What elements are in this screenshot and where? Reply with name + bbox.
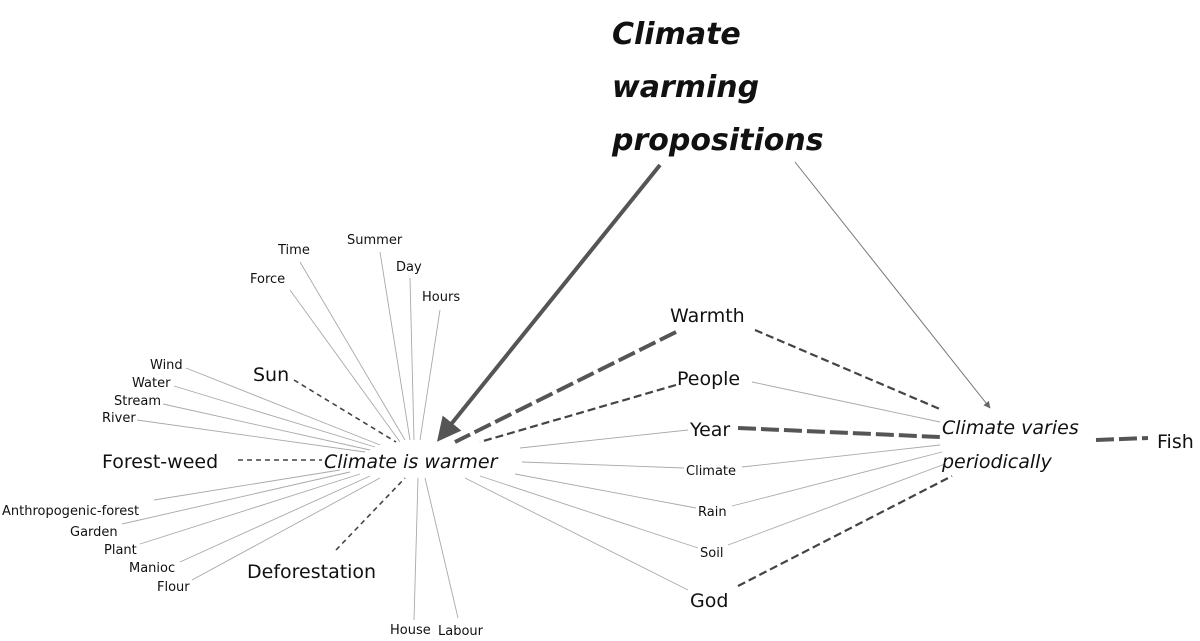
edge-year-varies	[737, 426, 941, 439]
node-god: God	[690, 590, 728, 612]
node-wind: Wind	[150, 358, 183, 373]
node-river: River	[102, 411, 136, 426]
node-anthropogenic-forest: Anthropogenic-forest	[2, 504, 139, 519]
edge-rain-warmer	[514, 473, 697, 509]
title-line-3: propositions	[611, 123, 824, 158]
edge-house-warmer	[413, 477, 419, 621]
node-climate: Climate	[686, 464, 736, 479]
edge-warmth-varies	[754, 328, 943, 412]
edge-climate-varies	[741, 444, 941, 468]
edge-anthropogenic-warmer	[153, 469, 341, 501]
edge-time-warmer	[299, 261, 406, 441]
node-rain: Rain	[698, 505, 727, 520]
title-arrows	[436, 161, 991, 442]
hub-climate-is-warmer: Climate is warmer	[324, 451, 499, 473]
edge-people-warmer	[479, 383, 677, 444]
node-water: Water	[132, 376, 171, 391]
edge-sun-warmer	[293, 379, 397, 443]
edge-year-warmer	[519, 429, 689, 449]
title-line-2: warming	[612, 70, 759, 105]
node-plant: Plant	[104, 543, 137, 558]
edge-soil-varies	[727, 463, 946, 546]
node-warmth: Warmth	[670, 305, 745, 327]
edge-god-warmer	[464, 477, 689, 591]
edges-middle	[454, 328, 1149, 591]
node-day: Day	[396, 260, 422, 275]
node-house: House	[390, 623, 431, 638]
edge-soil-warmer	[479, 475, 699, 549]
edge-garden-warmer	[121, 471, 351, 525]
node-sun: Sun	[253, 364, 289, 386]
edge-plant-warmer	[139, 473, 361, 545]
hub-climate-varies-line2: periodically	[941, 451, 1052, 473]
edge-summer-warmer	[379, 251, 411, 441]
node-forest-weed: Forest-weed	[102, 451, 218, 473]
edge-day-warmer	[409, 277, 415, 441]
node-garden: Garden	[70, 525, 118, 540]
edge-force-warmer	[289, 289, 401, 443]
edge-deforestation-warmer	[335, 477, 406, 551]
edge-climate-warmer	[521, 461, 685, 469]
node-labour: Labour	[438, 624, 484, 639]
node-hours: Hours	[422, 290, 460, 305]
edge-warmth-warmer	[454, 330, 677, 444]
node-summer: Summer	[347, 233, 403, 248]
arrow-title-to-warmer	[436, 163, 662, 442]
edge-people-varies	[751, 381, 941, 423]
edge-hours-warmer	[419, 309, 441, 441]
node-manioc: Manioc	[129, 561, 175, 576]
edge-stream-warmer	[162, 403, 371, 451]
node-deforestation: Deforestation	[247, 561, 376, 583]
edge-river-warmer	[136, 419, 366, 453]
node-flour: Flour	[157, 580, 190, 595]
edge-labour-warmer	[424, 477, 459, 619]
edges-warmer-hub	[121, 251, 459, 621]
edge-water-warmer	[173, 385, 376, 448]
hub-climate-varies-line1: Climate varies	[942, 417, 1079, 439]
node-people: People	[677, 368, 740, 390]
node-fish: Fish	[1157, 431, 1194, 453]
node-time: Time	[277, 243, 310, 258]
title-line-1: Climate	[612, 17, 741, 52]
node-year: Year	[689, 419, 730, 441]
edge-wind-warmer	[185, 367, 381, 446]
arrow-title-to-varies	[794, 161, 991, 409]
edge-varies-fish	[1095, 436, 1149, 442]
node-soil: Soil	[700, 546, 723, 561]
edge-god-varies	[737, 475, 953, 587]
edge-rain-varies	[731, 451, 943, 507]
node-force: Force	[250, 272, 285, 287]
diagram-title: Climate warming propositions	[611, 17, 824, 158]
node-stream: Stream	[114, 394, 161, 409]
edge-manioc-warmer	[179, 475, 371, 563]
edge-flour-warmer	[191, 477, 381, 581]
